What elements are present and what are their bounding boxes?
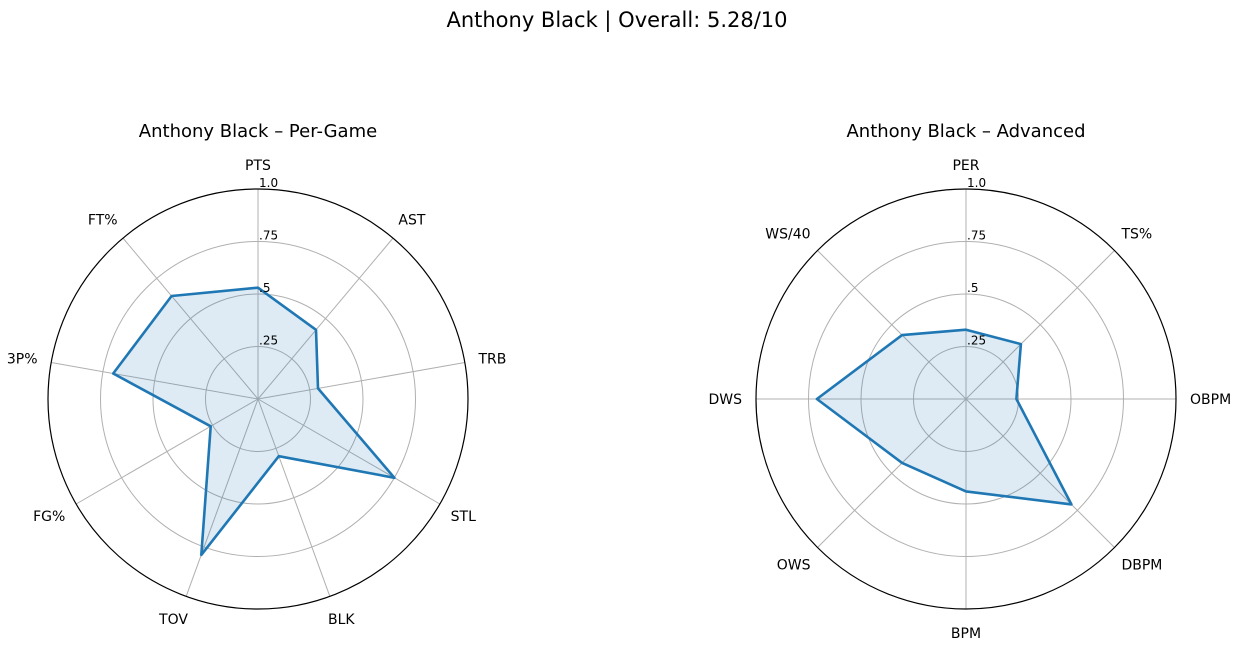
r-tick-label: .5 [259,281,270,295]
polar-frame [755,188,1177,610]
axis-label-ft-pct: FT% [88,213,118,229]
r-tick-label: .25 [967,334,986,348]
axis-label-trb: TRB [477,351,506,367]
r-tick-label: .5 [967,281,978,295]
axis-label-dws: DWS [708,392,742,408]
grid-spoke [51,362,259,400]
axis-label-bpm: BPM [951,626,981,642]
axis-label-dbpm: DBPM [1121,557,1162,573]
grid-spoke [257,362,465,400]
chart-title: Anthony Black – Per-Game [139,121,377,142]
grid-spoke [257,398,441,505]
polar-frame [47,188,469,610]
axis-label-ws-40: WS/40 [765,227,810,243]
axis-label-tov: TOV [158,612,188,628]
grid-spoke [965,250,1115,400]
axis-label-blk: BLK [328,612,355,628]
axis-label-stl: STL [451,509,476,525]
axis-label-obpm: OBPM [1190,392,1231,408]
r-tick-label: .25 [259,334,278,348]
grid-spoke [257,237,394,400]
r-tick-label: 1.0 [259,176,278,190]
axis-label-ast: AST [398,213,425,229]
axis-label-ts-pct: TS% [1120,227,1152,243]
axis-label-fg-pct: FG% [33,509,65,525]
axis-label-3p-pct: 3P% [7,351,38,367]
data-area [816,329,1072,505]
per-game-radar-chart: Anthony Black – Per-Game .25 .5 .75 1.0 PTS AS… [7,121,506,628]
grid-spoke [122,237,259,400]
axis-label-pts: PTS [245,158,271,174]
axis-label-ows: OWS [777,557,811,573]
r-tick-label: .75 [967,229,986,243]
data-line [111,286,396,557]
chart-title: Anthony Black – Advanced [846,121,1085,142]
data-area [113,287,395,555]
grid-spoke [965,398,1115,548]
grid-spoke [257,398,331,597]
r-tick-label: 1.0 [967,176,986,190]
grid-spoke [75,398,259,505]
figure-title: Anthony Black | Overall: 5.28/10 [446,8,788,32]
grid-spoke [817,250,967,400]
grid-spoke [185,398,259,597]
advanced-radar-chart: Anthony Black – Advanced .25 .5 .75 1.0 PER TS… [708,121,1231,642]
r-tick-label: .75 [259,229,278,243]
grid-spoke [817,398,967,548]
axis-label-per: PER [952,158,979,174]
data-line [815,328,1073,506]
